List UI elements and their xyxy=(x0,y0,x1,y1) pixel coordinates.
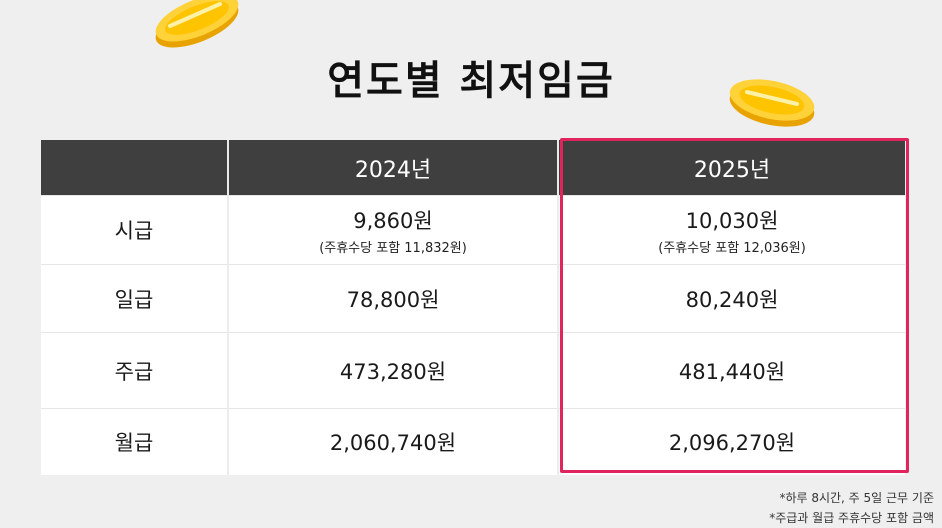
page-title: 연도별 최저임금 xyxy=(327,58,615,104)
table-header-row: 2024년 2025년 xyxy=(41,140,905,196)
cell-2024: 9,860원 (주휴수당 포함 11,832원) xyxy=(228,195,559,265)
row-label: 주급 xyxy=(41,332,229,409)
table-row: 일급 78,800원 80,240원 xyxy=(41,264,905,333)
cell-2025: 80,240원 xyxy=(558,264,905,333)
coin-icon-right xyxy=(729,79,815,127)
cell-2024: 78,800원 xyxy=(228,264,559,333)
footnotes: *하루 8시간, 주 5일 근무 기준 *주급과 월급 주휴수당 포함 금액 xyxy=(769,488,934,528)
value-note: (주휴수당 포함 11,832원) xyxy=(319,240,467,256)
value: 10,030원 xyxy=(685,208,779,233)
cell-2025: 481,440원 xyxy=(558,332,905,409)
table-row: 시급 9,860원 (주휴수당 포함 11,832원) 10,030원 (주휴수… xyxy=(41,195,905,265)
header-2024: 2024년 xyxy=(228,140,559,196)
row-label: 시급 xyxy=(41,195,229,265)
header-2025: 2025년 xyxy=(558,140,905,196)
footnote: *하루 8시간, 주 5일 근무 기준 xyxy=(779,491,934,505)
cell-2024: 473,280원 xyxy=(228,332,559,409)
cell-2024: 2,060,740원 xyxy=(228,408,559,475)
value-note: (주휴수당 포함 12,036원) xyxy=(658,240,806,256)
cell-2025: 2,096,270원 xyxy=(558,408,905,475)
table-row: 주급 473,280원 481,440원 xyxy=(41,332,905,409)
value: 9,860원 xyxy=(353,208,433,233)
row-label: 월급 xyxy=(41,408,229,475)
cell-2025: 10,030원 (주휴수당 포함 12,036원) xyxy=(558,195,905,265)
footnote: *주급과 월급 주휴수당 포함 금액 xyxy=(769,511,934,525)
coin-icon-left xyxy=(155,0,239,48)
wage-table: 2024년 2025년 시급 9,860원 (주휴수당 포함 11,832원) … xyxy=(41,140,905,475)
table-row: 월급 2,060,740원 2,096,270원 xyxy=(41,408,905,475)
row-label: 일급 xyxy=(41,264,229,333)
header-empty xyxy=(41,140,229,196)
